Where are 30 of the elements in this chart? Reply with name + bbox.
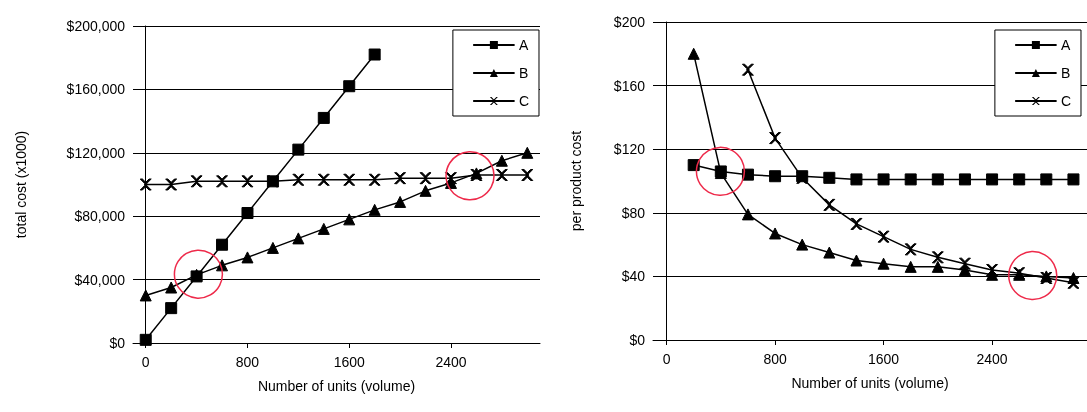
x-tick-label: 2400 <box>976 351 1008 367</box>
y-tick-label: $0 <box>109 335 126 351</box>
legend-label: B <box>1060 65 1071 81</box>
legend-label: C <box>1060 93 1072 109</box>
x-axis-title: Number of units (volume) <box>791 375 949 391</box>
y-tick-label: $120,000 <box>66 144 126 161</box>
y-tick-label: $200 <box>613 14 646 30</box>
x-tick-label: 2400 <box>435 354 467 370</box>
y-tick-label: $80,000 <box>74 208 126 225</box>
y-tick-label: $40,000 <box>74 271 126 288</box>
legend-label: C <box>518 93 530 109</box>
y-tick-label: $160,000 <box>66 81 126 98</box>
y-tick-label: $80 <box>621 204 646 221</box>
x-axis-title: Number of units (volume) <box>257 378 416 394</box>
y-tick-label: $200,000 <box>66 18 126 34</box>
x-tick-label: 1600 <box>867 351 900 367</box>
x-tick-label: 1600 <box>333 354 365 370</box>
y-tick-label: $160 <box>613 77 646 94</box>
x-tick-label: 800 <box>235 354 260 370</box>
y-tick-label: $0 <box>629 332 646 348</box>
legend-label: B <box>518 65 529 81</box>
x-tick-label: 800 <box>763 351 787 367</box>
legend-label: A <box>518 37 529 53</box>
y-axis-title: total cost (x1000) <box>13 130 29 239</box>
x-tick-label: 0 <box>662 351 671 367</box>
y-tick-label: $40 <box>621 268 646 285</box>
y-axis-title: per product cost <box>568 130 584 232</box>
x-tick-label: 0 <box>141 354 150 370</box>
legend-label: A <box>1060 37 1071 53</box>
y-tick-label: $120 <box>613 141 646 158</box>
